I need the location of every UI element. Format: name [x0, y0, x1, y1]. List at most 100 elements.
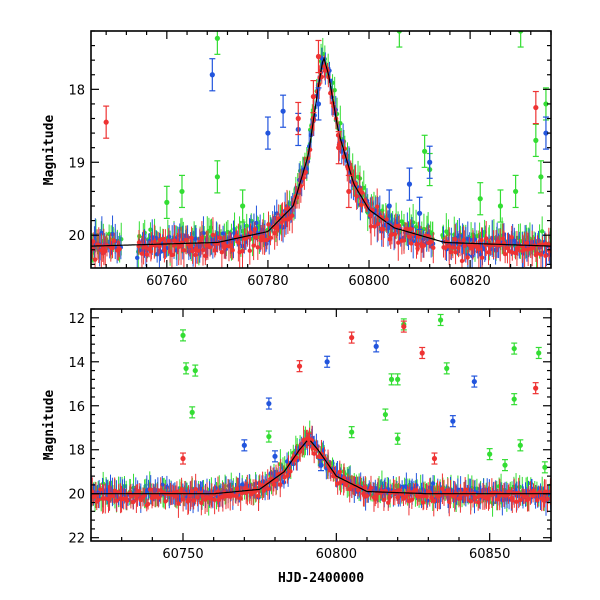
top-data-point	[461, 238, 466, 243]
top-outlier-point	[214, 35, 220, 41]
bottom-data-point	[492, 490, 498, 496]
bottom-data-point	[368, 485, 374, 490]
top-data-point	[208, 225, 213, 230]
bottom-outlier-point	[401, 323, 407, 330]
top-data-point	[203, 253, 208, 258]
top-data-point	[372, 224, 377, 229]
bottom-data-point	[462, 487, 468, 492]
top-data-point	[404, 226, 410, 232]
bottom-data-point	[531, 488, 536, 493]
bottom-data-point	[112, 488, 117, 493]
bottom-data-point	[387, 495, 392, 500]
top-data-point	[248, 230, 253, 235]
top-outlier-point	[386, 203, 392, 209]
top-x-tick-label: 60760	[146, 274, 187, 289]
top-data-point	[228, 243, 234, 249]
bottom-y-tick-label: 16	[68, 400, 85, 415]
top-outlier-point	[336, 145, 342, 151]
top-data-point	[251, 243, 256, 248]
top-data-point	[498, 242, 503, 248]
top-data-point	[393, 223, 398, 229]
top-data-point	[172, 238, 177, 243]
top-data-point	[468, 246, 474, 251]
top-outlier-point	[346, 188, 352, 195]
bottom-data-point	[142, 493, 147, 498]
top-panel-data	[91, 31, 551, 268]
top-data-point	[178, 243, 184, 249]
top-data-point	[415, 246, 420, 251]
top-data-point	[136, 240, 142, 245]
bottom-data-point	[514, 499, 519, 505]
top-data-point	[479, 237, 484, 243]
top-x-tick-label: 60800	[348, 274, 389, 289]
bottom-data-point	[128, 493, 134, 499]
top-outlier-point	[477, 196, 483, 202]
top-data-point	[240, 248, 245, 254]
top-outlier-point	[533, 137, 539, 143]
top-outlier-point	[295, 115, 301, 122]
bottom-data-point	[381, 497, 387, 503]
bottom-data-point	[413, 487, 418, 493]
bottom-outlier-point	[324, 359, 330, 365]
top-data-point	[479, 255, 485, 260]
bottom-outlier-point	[517, 442, 523, 448]
top-data-point	[252, 227, 258, 232]
top-outlier-point	[103, 119, 109, 125]
bottom-data-point	[431, 498, 436, 504]
top-data-point	[392, 232, 398, 237]
top-data-point	[535, 251, 540, 256]
bottom-outlier-point	[266, 400, 272, 407]
top-data-point	[290, 213, 295, 218]
bottom-data-point	[430, 481, 436, 486]
top-data-point	[230, 248, 235, 253]
bottom-data-point	[256, 493, 261, 499]
top-data-point	[354, 193, 359, 199]
top-outlier-point	[416, 210, 423, 216]
bottom-data-point	[163, 499, 168, 504]
bottom-data-point	[490, 500, 495, 506]
bottom-data-point	[265, 486, 271, 492]
top-data-point	[338, 121, 343, 126]
top-data-point	[157, 244, 162, 249]
top-data-point	[303, 170, 308, 175]
bottom-model-curve	[91, 437, 551, 495]
top-outlier-point	[538, 174, 544, 180]
bottom-data-point	[473, 495, 478, 500]
bottom-data-point	[510, 498, 515, 503]
top-data-point	[421, 243, 427, 248]
bottom-y-tick-label: 20	[68, 488, 85, 503]
bottom-data-point	[196, 490, 202, 496]
bottom-data-point	[314, 447, 319, 452]
top-data-point	[287, 216, 292, 221]
top-y-axis-label: Magnitude	[42, 115, 57, 186]
bottom-data-point	[409, 497, 415, 502]
bottom-outlier-point	[450, 418, 456, 424]
bottom-outlier-point	[419, 350, 425, 356]
top-data-point	[217, 235, 222, 240]
top-data-point	[469, 253, 475, 259]
top-data-point	[450, 245, 456, 250]
top-outlier-point	[406, 181, 413, 187]
bottom-data-point	[176, 501, 181, 506]
top-data-point	[401, 238, 407, 243]
x-axis-label: HJD-2400000	[278, 571, 364, 586]
top-data-point	[181, 248, 187, 253]
bottom-x-tick-label: 60850	[469, 547, 510, 562]
top-data-point	[406, 234, 412, 239]
bottom-outlier-point	[388, 376, 395, 382]
top-outlier-point	[497, 203, 504, 209]
top-data-point	[496, 239, 501, 244]
top-data-point	[459, 258, 465, 264]
top-data-point	[244, 223, 249, 229]
bottom-outlier-point	[438, 317, 444, 323]
bottom-outlier-point	[536, 350, 542, 356]
top-data-point	[190, 248, 195, 254]
top-outlier-point	[533, 104, 539, 111]
bottom-data-point	[535, 497, 540, 503]
top-data-point	[375, 221, 381, 227]
top-data-point	[117, 246, 122, 252]
bottom-outlier-point	[395, 376, 401, 382]
top-data-point	[187, 244, 193, 249]
bottom-data-point	[200, 493, 205, 499]
top-outlier-point	[179, 188, 185, 195]
